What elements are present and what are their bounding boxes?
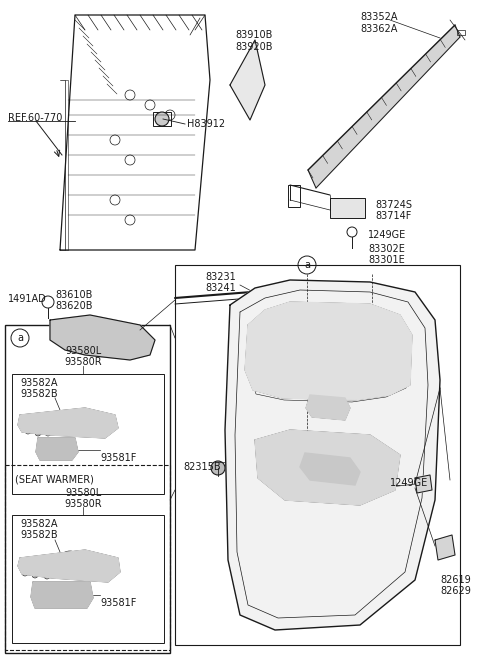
Text: 83714F: 83714F	[375, 211, 411, 221]
Bar	[457, 30, 465, 35]
Polygon shape	[230, 40, 265, 120]
Text: 83724S: 83724S	[375, 200, 412, 210]
Polygon shape	[415, 475, 432, 493]
Text: 1491AD: 1491AD	[8, 294, 47, 304]
Text: 93581F: 93581F	[100, 598, 136, 608]
Polygon shape	[308, 25, 460, 188]
Circle shape	[155, 112, 169, 126]
Text: a: a	[304, 260, 310, 270]
Text: 1249GE: 1249GE	[390, 478, 428, 488]
Text: 1249GE: 1249GE	[368, 230, 406, 240]
Text: 82619: 82619	[440, 575, 471, 585]
Text: 83301E: 83301E	[368, 255, 405, 265]
Bar	[12, 374, 164, 494]
Text: 83910B: 83910B	[235, 30, 272, 40]
Text: 83620B: 83620B	[55, 301, 93, 311]
Text: 83231: 83231	[205, 272, 236, 282]
Text: 93580L: 93580L	[65, 346, 101, 356]
Bar	[62, 586, 84, 604]
Bar	[288, 185, 300, 207]
Circle shape	[45, 430, 51, 436]
Bar	[42, 442, 70, 457]
Text: 83362A: 83362A	[360, 24, 397, 34]
Text: 93582A: 93582A	[20, 378, 58, 388]
Bar	[38, 586, 60, 604]
Text: (SEAT WARMER): (SEAT WARMER)	[15, 475, 94, 485]
Text: 83352A: 83352A	[360, 12, 397, 22]
Bar	[175, 265, 460, 645]
Circle shape	[211, 461, 225, 475]
Bar	[12, 515, 164, 643]
Text: 83302E: 83302E	[368, 244, 405, 254]
Circle shape	[79, 570, 85, 576]
Text: 93582B: 93582B	[20, 389, 58, 399]
Bar	[105, 338, 135, 353]
Text: 82629: 82629	[440, 586, 471, 596]
Polygon shape	[245, 302, 412, 400]
Bar	[5, 465, 170, 650]
Circle shape	[67, 571, 73, 577]
Bar	[330, 198, 365, 218]
Circle shape	[57, 429, 63, 435]
Text: H83912: H83912	[187, 119, 225, 129]
Polygon shape	[435, 535, 455, 560]
Circle shape	[35, 430, 41, 436]
Polygon shape	[225, 280, 440, 630]
Bar	[5, 325, 170, 653]
Circle shape	[60, 412, 80, 432]
Text: 93581F: 93581F	[100, 453, 136, 463]
Circle shape	[32, 572, 38, 578]
Text: 83920B: 83920B	[235, 42, 273, 52]
Text: REF.60-770: REF.60-770	[8, 113, 62, 123]
Circle shape	[22, 570, 28, 576]
Circle shape	[44, 573, 50, 579]
Polygon shape	[18, 408, 118, 438]
Text: a: a	[17, 333, 23, 343]
Polygon shape	[36, 438, 78, 460]
Circle shape	[25, 428, 31, 434]
Polygon shape	[255, 430, 400, 505]
Bar	[153, 112, 171, 126]
Text: 93582A: 93582A	[20, 519, 58, 529]
Text: 93580R: 93580R	[64, 357, 102, 367]
Polygon shape	[300, 453, 360, 485]
Text: 82315B: 82315B	[183, 462, 221, 472]
Text: 93582B: 93582B	[20, 530, 58, 540]
Text: 83241: 83241	[205, 283, 236, 293]
Circle shape	[280, 530, 350, 600]
Circle shape	[57, 551, 83, 577]
Text: 93580R: 93580R	[64, 499, 102, 509]
Polygon shape	[306, 395, 350, 420]
Polygon shape	[18, 550, 120, 582]
Polygon shape	[31, 582, 93, 608]
Polygon shape	[50, 315, 155, 360]
Bar	[300, 345, 340, 367]
Text: 93580L: 93580L	[65, 488, 101, 498]
Text: 83610B: 83610B	[55, 290, 92, 300]
Circle shape	[55, 572, 61, 578]
